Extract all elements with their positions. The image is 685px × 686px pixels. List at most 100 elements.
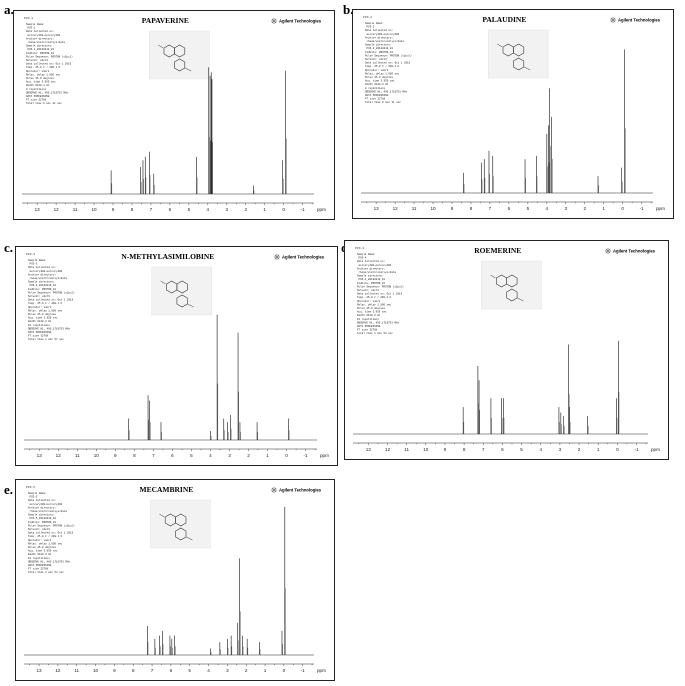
bond [517, 297, 524, 302]
logo-ray [274, 487, 277, 490]
parameter-line: 16 repetitions [28, 556, 50, 560]
ppm-tick-label: 2 [245, 668, 248, 673]
acquisition-parameters: Sample Name: PCO-5 Data Collected on: mer… [28, 491, 75, 574]
logo-center [612, 19, 614, 21]
parameter-line: PCO-4_20191010_01 [357, 278, 385, 281]
parameter-line: Sample directory: [357, 274, 383, 278]
ppm-tick-label: -1 [634, 447, 639, 452]
parameter-line: Sample Name: [28, 491, 47, 495]
parameter-line: PCO-3 [28, 263, 38, 266]
parameter-line: Temp. 25.0 C / 298.1 K [365, 64, 400, 68]
parameter-line: Acq. time 3.959 sec [28, 316, 58, 320]
agilent-logo-text: Agilent Technologies [613, 249, 656, 254]
ppm-tick-label: 12 [55, 668, 61, 673]
parameter-line: mercury400-mercury400 [365, 33, 400, 36]
logo-ray [277, 254, 280, 257]
parameter-line: PCO-1 [26, 27, 36, 30]
parameter-line: Operator: vnmr1 [357, 300, 381, 303]
logo-ray [277, 257, 280, 260]
logo-ray [271, 21, 274, 24]
parameter-line: Data Collected on: [365, 28, 393, 32]
parameter-line: /home/vnmr1/vnmrsys/data [357, 270, 396, 274]
parameter-line: FidFile: PROTON_01 [365, 50, 393, 54]
ppm-tick-label: 0 [282, 207, 285, 212]
ppm-tick-label: 8 [133, 453, 136, 458]
spectrum-svg-d: PCO-4 ROEMERINE Agilent Technologies Sample… [353, 246, 660, 452]
structure-box [149, 30, 210, 80]
logo-ray [271, 18, 274, 21]
parameter-line: DATA PROCESSING [26, 95, 50, 98]
parameter-line: Sample directory: [365, 43, 391, 47]
structure-box [488, 29, 549, 79]
ppm-tick-label: 3 [228, 453, 231, 458]
benzene-ring [176, 280, 188, 294]
parameter-line: Width 6410.3 Hz [357, 313, 381, 317]
bond [159, 513, 165, 518]
ppm-tick-label: 8 [131, 207, 134, 212]
parameter-line: FidFile: PROTON_01 [26, 51, 54, 55]
logo-ray [610, 17, 613, 20]
bond [490, 274, 496, 279]
ppm-tick-label: 5 [527, 206, 530, 211]
ppm-tick-label: 9 [451, 206, 454, 211]
sample-header: PCO-5 [26, 486, 35, 489]
ppm-tick-label: 11 [404, 447, 409, 452]
ppm-tick-label: 2 [578, 447, 581, 452]
parameter-line: Relax. delay 1.000 sec [365, 71, 400, 75]
ppm-tick-label: 3 [225, 207, 228, 212]
parameter-line: Relax. delay 1.000 sec [28, 541, 63, 545]
parameter-line: Width 6410.3 Hz [26, 83, 50, 87]
parameter-line: Solvent: cdcl3 [357, 288, 379, 292]
spectrum-panel-e: PCO-5 MECAMBRINE Agilent Technologies Sampl… [15, 479, 335, 681]
spectrum-svg-a: PCO-1 PAPAVERINE Agilent Technologies Sampl… [22, 16, 326, 212]
logo-ray [613, 20, 616, 23]
parameter-line: DATA PROCESSING [365, 94, 389, 97]
panel-letter-e: e. [4, 482, 14, 497]
parameter-line: Archive directory: [28, 505, 56, 509]
parameter-line: /home/vnmr1/vnmrsys/data [28, 509, 67, 513]
panel-letter-c: c. [4, 240, 14, 255]
parameter-line: Archive directory: [357, 266, 385, 270]
ppm-tick-label: 10 [94, 453, 100, 458]
logo-center [276, 256, 278, 258]
ppm-tick-label: 7 [482, 447, 485, 452]
parameter-line: OBSERVE H1, 400.1716753 MHz [365, 90, 407, 93]
parameter-line: /home/vnmr1/vnmrsys/data [26, 40, 65, 44]
parameter-line: Total time 0 min 41 sec [365, 100, 401, 104]
compound-title: PAPAVERINE [142, 16, 189, 25]
spectrum-svg-b: PCO-2 PALAUDINE Agilent Technologies Sample… [361, 15, 665, 211]
logo-ray [605, 248, 608, 251]
parameter-line: Solvent: cdcl3 [26, 58, 48, 62]
parameter-line: 8 repetitions [365, 86, 386, 90]
ppm-tick-label: 4 [207, 207, 210, 212]
ppm-unit-label: ppm [317, 207, 326, 212]
parameter-line: OBSERVE H1, 400.1716753 MHz [28, 560, 70, 563]
parameter-line: PCO-3_20191010_01 [28, 284, 56, 287]
sample-header: PCO-2 [363, 16, 372, 19]
bond [158, 44, 164, 49]
parameter-line: Temp. 25.0 C / 298.1 K [28, 534, 63, 538]
ppm-unit-label: ppm [320, 453, 329, 458]
parameter-line: Temp. 25.0 C / 298.1 K [357, 295, 392, 299]
parameter-line: FT size 32768 [28, 567, 49, 571]
parameter-line: Width 6410.3 Hz [28, 319, 52, 323]
parameter-line: Total time 1 min 54 sec [357, 331, 393, 335]
molecule-structure-image [481, 260, 542, 310]
parameter-line: DATA PROCESSING [28, 331, 52, 334]
ppm-tick-label: 13 [35, 207, 41, 212]
spectrum-panel-d: PCO-4 ROEMERINE Agilent Technologies Sample… [344, 240, 669, 460]
parameter-line: Sample directory: [26, 44, 52, 48]
ppm-tick-label: 1 [263, 207, 266, 212]
parameter-line: FT size 32768 [365, 97, 386, 101]
structure-box [150, 499, 211, 549]
logo-ray [605, 251, 608, 254]
acquisition-parameters: Sample Name: PCO-4 Data Collected on: mer… [357, 252, 404, 335]
compound-title: ROEMERINE [474, 246, 521, 255]
compound-title: MECAMBRINE [140, 485, 194, 494]
parameter-line: Data collected on: Oct 1 2019 [365, 61, 411, 65]
ppm-tick-label: 11 [73, 207, 78, 212]
agilent-logo [271, 18, 277, 24]
parameter-line: 8 repetitions [26, 87, 47, 91]
ppm-tick-label: 8 [470, 206, 473, 211]
ppm-tick-label: 0 [616, 447, 619, 452]
